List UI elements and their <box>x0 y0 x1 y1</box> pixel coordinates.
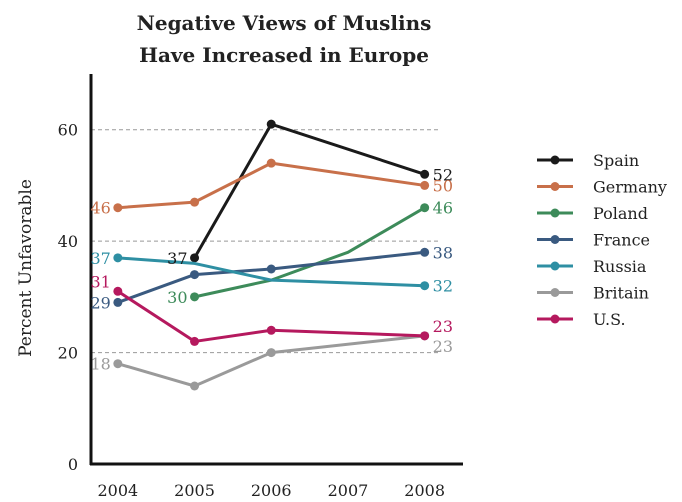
x-tick-label: 2006 <box>251 481 292 500</box>
data-point-britain <box>113 359 123 369</box>
y-tick-label: 60 <box>58 121 78 140</box>
data-point-u-s <box>190 336 200 346</box>
y-axis-label: Percent Unfavorable <box>16 179 36 357</box>
data-label-spain: 52 <box>433 165 453 184</box>
data-label-poland: 30 <box>167 288 187 307</box>
data-label-france: 38 <box>433 243 453 262</box>
data-point-germany <box>190 197 200 207</box>
series-line-u-s <box>116 289 427 343</box>
legend-swatch-dot-spain <box>550 155 560 165</box>
data-point-poland <box>190 292 200 302</box>
data-label-france: 29 <box>90 293 110 312</box>
data-point-britain <box>266 348 276 358</box>
data-point-france <box>190 270 200 280</box>
data-point-russia <box>420 281 430 291</box>
data-point-u-s <box>266 325 276 335</box>
legend-swatch-dot-britain <box>550 288 560 297</box>
legend-label-france: France <box>593 231 650 250</box>
legend-label-britain: Britain <box>593 284 649 303</box>
data-label-russia: 37 <box>90 249 110 268</box>
x-tick-label: 2007 <box>328 481 369 500</box>
tick-labels: 0 20 40 60 2004 2005 2006 2007 2008 <box>58 121 445 500</box>
legend-label-spain: Spain <box>593 151 639 170</box>
series-line-russia <box>116 256 427 288</box>
data-point-france <box>113 297 123 307</box>
data-label-britain: 18 <box>90 355 110 374</box>
data-point-u-s <box>113 286 123 296</box>
data-point-germany <box>266 158 276 168</box>
legend-swatch-dot-russia <box>550 261 560 271</box>
chart-title-line-1: Negative Views of Muslins <box>137 11 432 35</box>
data-label-u-s: 31 <box>90 272 110 291</box>
data-point-spain <box>190 253 200 263</box>
series-line-spain <box>193 122 427 260</box>
data-point-poland <box>420 203 430 213</box>
data-labels: 37 52 46 50 30 46 29 38 37 32 18 23 31 23 <box>90 165 453 373</box>
legend-label-u-s: U.S. <box>593 310 626 329</box>
data-point-france <box>266 264 276 274</box>
axes <box>89 74 463 466</box>
data-point-russia <box>113 253 123 263</box>
legend-label-poland: Poland <box>593 204 648 223</box>
data-label-germany: 50 <box>433 176 453 195</box>
x-tick-label: 2005 <box>174 481 215 500</box>
data-label-spain: 37 <box>167 249 187 268</box>
y-tick-label: 0 <box>68 455 78 474</box>
data-label-russia: 32 <box>433 277 453 296</box>
legend-swatch-dot-france <box>550 235 560 244</box>
x-tick-label: 2004 <box>97 481 138 500</box>
data-point-spain <box>266 119 276 129</box>
data-point-germany <box>420 180 430 190</box>
series-group <box>113 119 430 391</box>
data-label-britain: 23 <box>433 337 453 356</box>
series-line-germany <box>116 161 427 210</box>
data-label-germany: 46 <box>90 199 110 218</box>
legend-label-russia: Russia <box>593 257 647 276</box>
data-label-poland: 46 <box>433 199 453 218</box>
series-line-britain <box>116 334 427 388</box>
y-tick-label: 40 <box>58 232 78 251</box>
legend: Spain Germany Poland France Russia Britain U.S… <box>537 151 667 329</box>
data-point-france <box>420 247 430 257</box>
data-point-britain <box>190 381 200 391</box>
legend-swatch-dot-poland <box>550 208 560 218</box>
chart-title-line-2: Have Increased in Europe <box>139 43 429 67</box>
gridlines <box>91 129 438 354</box>
data-point-u-s <box>420 331 430 341</box>
y-tick-label: 20 <box>58 344 78 363</box>
data-point-spain <box>420 169 430 179</box>
data-point-germany <box>113 203 123 213</box>
legend-swatch-dot-u-s <box>550 314 560 324</box>
legend-swatch-dot-germany <box>550 182 560 191</box>
x-tick-label: 2008 <box>404 481 445 500</box>
data-label-u-s: 23 <box>433 317 453 336</box>
legend-label-germany: Germany <box>593 178 667 197</box>
